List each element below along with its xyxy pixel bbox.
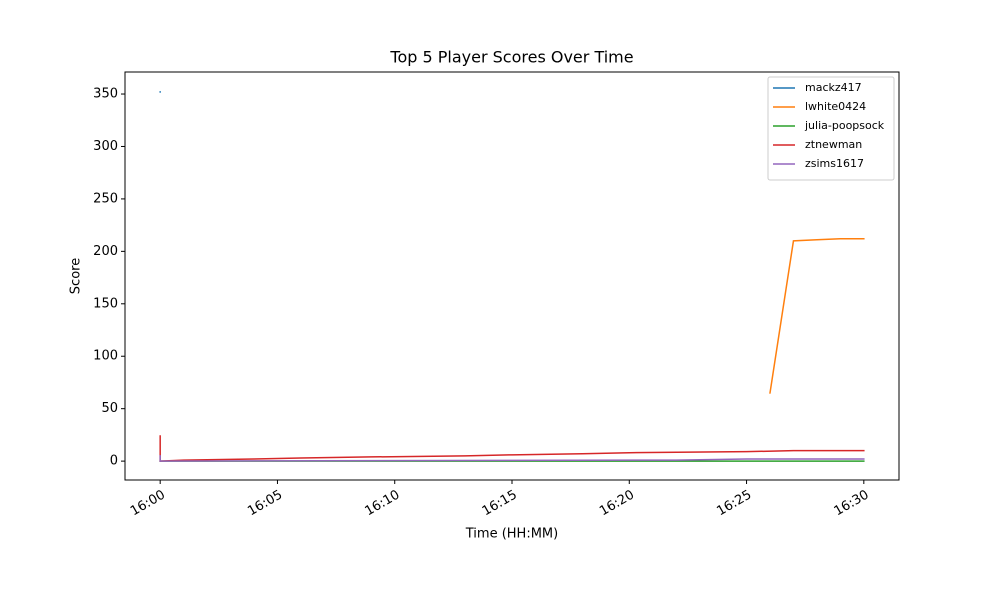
x-tick-label: 16:15 xyxy=(480,488,520,520)
x-tick-label: 16:25 xyxy=(714,488,754,520)
x-tick-label: 16:10 xyxy=(363,488,403,520)
legend-label: julia-poopsock xyxy=(804,119,885,132)
chart-title: Top 5 Player Scores Over Time xyxy=(389,48,633,67)
legend-label: lwhite0424 xyxy=(805,100,866,113)
series-line xyxy=(159,455,865,462)
y-tick-label: 200 xyxy=(93,244,118,259)
legend-box xyxy=(767,76,895,181)
y-tick-label: 250 xyxy=(93,191,118,206)
y-tick-label: 100 xyxy=(93,349,118,364)
legend-label: ztnewman xyxy=(805,138,862,151)
y-tick-label: 0 xyxy=(110,454,118,469)
legend-label: mackz417 xyxy=(805,81,862,94)
y-tick-label: 300 xyxy=(93,139,118,154)
legend-label: zsims1617 xyxy=(805,157,864,170)
y-tick-label: 350 xyxy=(93,87,118,102)
x-tick-label: 16:00 xyxy=(128,488,168,520)
y-tick-label: 50 xyxy=(101,401,118,416)
series-line xyxy=(159,435,865,462)
legend: mackz417 lwhite0424 julia-poopsock ztnewman… xyxy=(767,76,895,181)
y-axis-label: Score xyxy=(69,258,84,294)
y-tick-label: 150 xyxy=(93,296,118,311)
series-line xyxy=(769,238,865,394)
plot-frame xyxy=(124,71,900,481)
x-tick-label: 16:30 xyxy=(832,488,872,520)
x-tick-label: 16:20 xyxy=(597,488,637,520)
x-axis-label: Time (HH:MM) xyxy=(465,527,558,542)
x-tick-label: 16:05 xyxy=(245,488,285,520)
